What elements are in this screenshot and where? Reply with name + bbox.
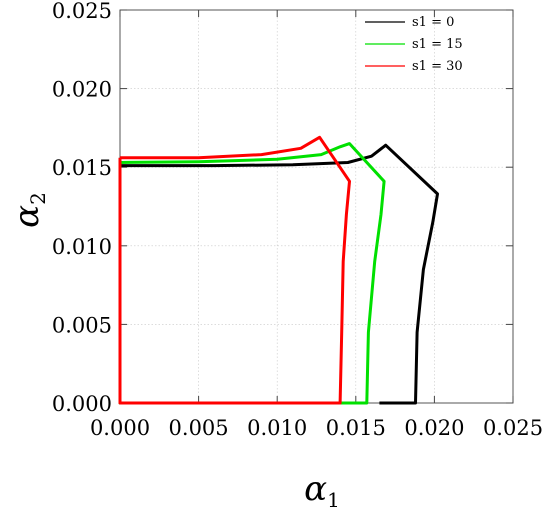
legend: s1 = 0 s1 = 15 s1 = 30 [365,15,463,74]
y-tick-label: 0.000 [52,392,112,416]
legend-label-2: s1 = 30 [412,59,463,74]
legend-label-0: s1 = 0 [412,15,454,30]
y-tick-label: 0.015 [52,156,112,180]
x-axis-label-subscript: 1 [327,488,340,510]
series-lines [118,135,439,405]
x-axis-label: α1 [304,469,340,510]
series-line-2 [118,135,351,405]
ticks: 0.000 0.005 0.010 0.015 0.020 0.025 0.000 0.005… [52,0,543,440]
x-axis-label-symbol: α [304,469,327,509]
x-tick-label: 0.025 [483,416,543,440]
x-tick-label: 0.010 [247,416,307,440]
x-tick-label: 0.020 [404,416,464,440]
series-line-0 [120,143,439,405]
series-line-1 [118,142,386,405]
y-tick-label: 0.025 [52,0,112,23]
y-tick-label: 0.020 [52,78,112,102]
x-tick-label: 0.005 [169,416,229,440]
y-tick-label: 0.010 [52,235,112,259]
y-axis-label-subscript: 2 [26,192,50,205]
x-tick-label: 0.015 [326,416,386,440]
y-axis-label: α2 [7,192,50,228]
legend-label-1: s1 = 15 [412,37,463,52]
y-axis-label-symbol: α [7,205,47,228]
y-tick-label: 0.005 [52,313,112,337]
x-tick-label: 0.000 [90,416,150,440]
